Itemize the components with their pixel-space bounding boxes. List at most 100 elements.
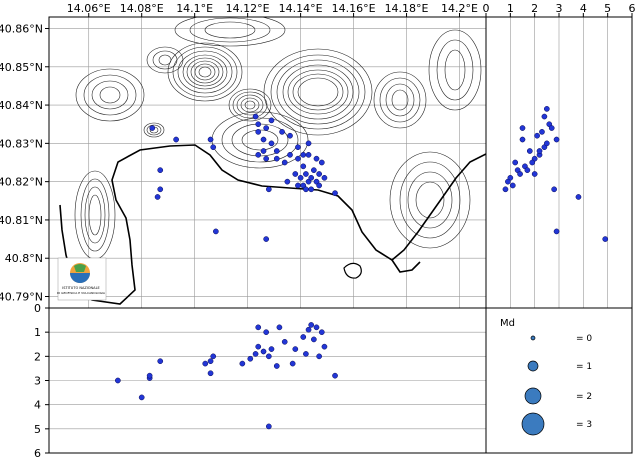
latdepth-point [524, 167, 531, 174]
depth-tick-label-top: 4 [580, 2, 587, 15]
latdepth-point [534, 132, 540, 139]
depthlon-point [273, 363, 280, 369]
map-epicenter-point [207, 136, 214, 143]
latdepth-point [512, 159, 519, 166]
contour-line [444, 49, 466, 91]
contour-line [391, 89, 409, 111]
map-lat-tick-label: 40.81°N [0, 214, 43, 227]
map-epicenter-point [279, 129, 285, 135]
depthlon-point [157, 358, 164, 365]
depthlon-point [289, 360, 296, 367]
depthlon-point [115, 377, 121, 384]
map-epicenter-point [308, 174, 315, 181]
legend-label: = 3 [576, 420, 592, 430]
contour-line [282, 64, 354, 120]
map-epicenter-point [316, 171, 322, 177]
latdepth-point [553, 136, 560, 143]
map-lon-tick-label: 14.1°E [176, 2, 213, 15]
legend-frame [485, 307, 633, 454]
contour-line [83, 74, 137, 116]
map-epicenter-point [332, 190, 338, 196]
map-epicenter-point [173, 136, 179, 143]
contour-line [174, 17, 286, 47]
map-epicenter-point [263, 125, 270, 131]
contour-line [436, 39, 474, 101]
contour-line [379, 77, 421, 123]
map-epicenter-point [295, 155, 301, 162]
depth-tick-label-left: 2 [34, 350, 41, 363]
depthlon-point [252, 351, 259, 357]
map-lon-tick-label: 14.08°E [120, 2, 164, 15]
latdepth-point [536, 148, 543, 154]
latdepth-point [509, 182, 516, 189]
depthlon-point [292, 346, 299, 352]
depthlon-point [138, 394, 145, 401]
map-epicenter-point [310, 167, 317, 174]
logo-line1: ISTITUTO NAZIONALE [62, 286, 100, 290]
map-lon-tick-label: 14.2°E [441, 2, 478, 15]
map-lon-tick-label: 14.18°E [385, 2, 429, 15]
contour-line [182, 54, 228, 90]
depth-ticks-top: 0 1 2 3 4 5 6 [483, 2, 636, 17]
map-epicenter-point [295, 182, 301, 189]
map-epicenter-point [303, 171, 309, 177]
depth-longitude-points [115, 322, 338, 430]
map-epicenter-point [305, 140, 312, 147]
legend-marker [524, 387, 542, 405]
contour-line [167, 42, 243, 102]
map-epicenter-point [213, 228, 219, 235]
map-epicenter-point [303, 186, 309, 193]
contour-line [240, 97, 260, 113]
ingv-logo: ISTITUTO NAZIONALE DI GEOFISICA E VULCAN… [57, 257, 107, 301]
latdepth-point [543, 140, 550, 147]
depthlon-point [310, 336, 317, 343]
map-lat-tick-label: 40.79°N [0, 291, 43, 304]
contour-line [232, 91, 268, 119]
contour-line [204, 21, 256, 39]
contour-line [91, 80, 129, 110]
contour-line [415, 181, 445, 219]
legend-marker [527, 360, 539, 372]
map-epicenter-point [284, 178, 291, 185]
map-epicenter-point [300, 163, 307, 170]
depthlon-point [276, 324, 283, 331]
contour-line [177, 50, 233, 94]
depth-longitude-panel: 0 1 2 3 4 5 6 [34, 302, 487, 460]
map-epicenter-point [273, 148, 280, 154]
map-lon-tick-label: 14.06°E [67, 2, 111, 15]
legend-marker [521, 412, 545, 436]
depthlon-point [281, 338, 288, 345]
coastline [59, 144, 486, 305]
depthlon-point [268, 346, 275, 352]
depth-tick-label-left: 0 [34, 302, 41, 315]
contour-line [244, 100, 256, 110]
depthlon-point [255, 324, 262, 331]
latdepth-point [541, 113, 548, 120]
depthlon-point [265, 423, 272, 430]
depthlon-point [300, 334, 307, 340]
depth-tick-label-top: 0 [483, 2, 490, 15]
map-longitude-ticks: 14.06°E 14.08°E 14.1°E 14.12°E 14.14°E 14.16°… [67, 2, 478, 17]
map-lat-tick-label: 40.8°N [5, 252, 43, 265]
latdepth-point [526, 148, 533, 154]
contour-line [194, 63, 216, 81]
latdepth-point [531, 171, 538, 177]
latdepth-point [502, 186, 509, 193]
map-epicenter-point [273, 155, 280, 162]
map-epicenter-point [255, 121, 262, 128]
contour-line [143, 122, 165, 138]
map-epicenter-point [316, 182, 322, 189]
latitude-depth-panel: 0 1 2 3 4 5 6 [483, 2, 636, 309]
contour-line [84, 186, 106, 244]
contour-line [146, 46, 184, 74]
contour-line [228, 88, 272, 122]
contour-line [373, 71, 427, 129]
map-lat-tick-label: 40.83°N [0, 137, 43, 150]
map-epicenter-point [255, 151, 262, 158]
map-epicenter-point [157, 167, 164, 174]
latdepth-point [519, 136, 526, 143]
map-epicenter-point [287, 132, 293, 139]
depth-tick-label-top: 5 [604, 2, 611, 15]
latdepth-point [539, 129, 545, 135]
